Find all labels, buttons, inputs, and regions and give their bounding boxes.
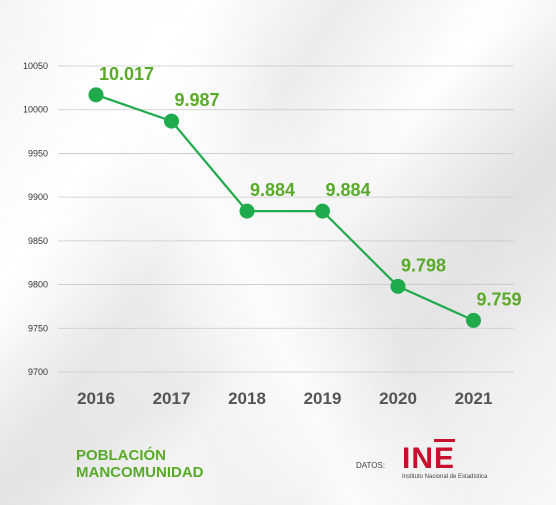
population-line-chart: 9700 9750 9800 9850 9900 9950 10000 10050 2016 20… (23, 61, 522, 408)
data-label: 9.798 (401, 255, 446, 275)
data-label: 9.884 (326, 180, 371, 200)
y-tick-label: 9900 (28, 192, 48, 202)
data-point (164, 113, 179, 129)
x-tick-label: 2017 (153, 389, 191, 408)
x-tick-label: 2021 (455, 389, 493, 408)
ine-logo-caption: Instituto Nacional de Estadística (402, 474, 488, 480)
y-tick-label: 9800 (28, 280, 48, 290)
data-source: DATOS: INE Instituto Nacional de Estadís… (356, 440, 546, 485)
y-tick-label: 9750 (28, 323, 48, 333)
y-tick-label: 9700 (28, 367, 48, 377)
data-label: 10.017 (99, 64, 154, 84)
data-point (239, 203, 255, 219)
data-label: 9.759 (477, 289, 522, 309)
data-label: 9.884 (250, 180, 295, 200)
chart-title: POBLACIÓN MANCOMUNIDAD (76, 447, 204, 481)
data-point (315, 203, 330, 219)
x-tick-label: 2020 (379, 389, 417, 408)
ine-logo: INE (402, 442, 456, 475)
x-tick-label: 2019 (304, 389, 342, 408)
series-line (95, 93, 474, 322)
x-tick-label: 2018 (228, 389, 266, 408)
y-tick-label: 10000 (23, 105, 48, 115)
source-prefix: DATOS: (356, 461, 386, 470)
data-point (466, 312, 481, 328)
y-tick-label: 9850 (28, 236, 48, 246)
chart-title-line-1: POBLACIÓN (76, 447, 166, 464)
y-tick-label: 10050 (23, 61, 48, 71)
x-tick-label: 2016 (77, 389, 115, 408)
y-tick-label: 9950 (28, 148, 48, 158)
data-point (390, 278, 406, 294)
data-point (88, 87, 104, 103)
data-label: 9.987 (175, 90, 220, 110)
chart-title-line-2: MANCOMUNIDAD (76, 464, 204, 481)
